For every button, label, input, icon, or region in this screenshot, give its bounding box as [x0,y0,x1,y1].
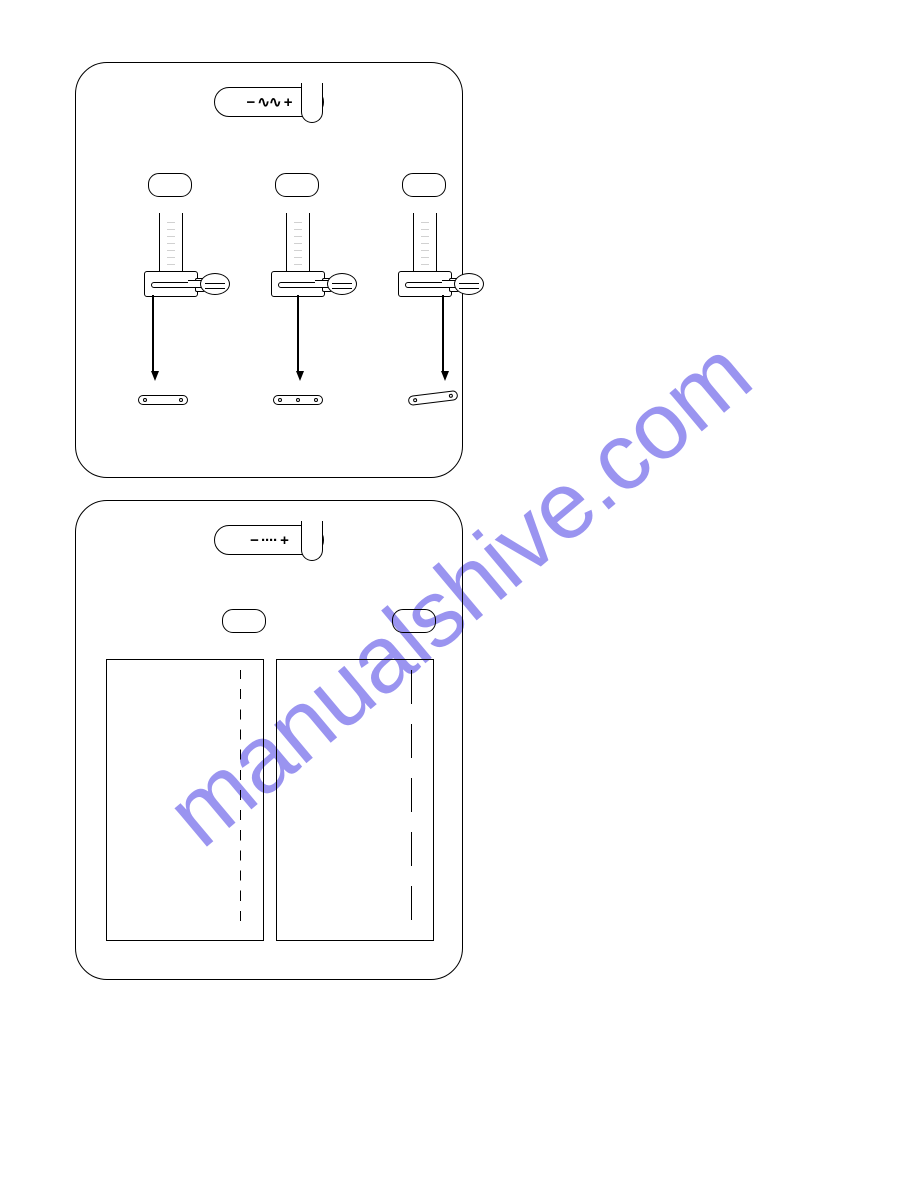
fabric-sample-short [106,659,264,941]
needlebar [159,213,183,275]
fabric-sample-long [276,659,434,941]
finger-press-icon [301,83,323,123]
feed-dog [138,395,188,405]
button-symbols: − ∿∿ + [247,93,292,111]
panel-stitch-width: − ∿∿ + [75,62,463,478]
needle [442,295,444,373]
len-label-left [222,609,266,633]
button-symbols: − ···· + [250,532,288,549]
thumbscrew-icon [315,273,357,295]
len-label-right [392,609,436,633]
pos-label-center [275,173,319,197]
needle [152,295,154,373]
finger-press-icon [301,521,323,561]
feed-dog [408,390,459,406]
thumbscrew-icon [442,273,484,295]
pos-label-right [402,173,446,197]
needlebar [286,213,310,275]
needle [297,295,299,373]
feed-dog [273,395,323,405]
panel-stitch-length: − ···· + [75,500,463,980]
needlebar [413,213,437,275]
stitch-line-short [240,670,241,930]
thumbscrew-icon [188,273,230,295]
pos-label-left [148,173,192,197]
